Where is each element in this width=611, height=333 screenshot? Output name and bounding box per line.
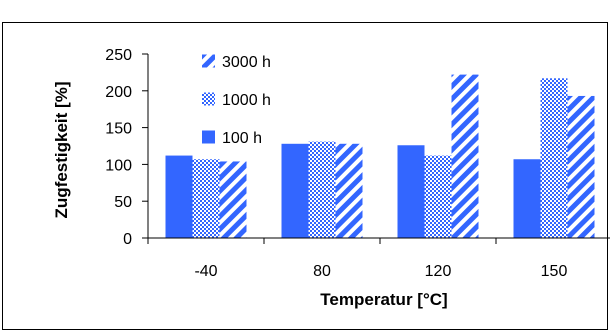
legend-swatch-diagonal: [202, 54, 215, 68]
legend-swatch-solid: [202, 130, 215, 144]
bar-diagonal-80: [335, 143, 363, 238]
y-tick-label: 150: [105, 121, 132, 138]
bar-solid-150: [513, 159, 541, 238]
x-tick-label: 80: [313, 263, 331, 280]
legend: 3000 h 1000 h 100 h: [202, 54, 271, 147]
legend-swatch-dots: [202, 92, 215, 106]
x-axis-title: Temperatur [°C]: [320, 290, 447, 309]
legend-label: 100 h: [222, 130, 262, 147]
y-tick-label: 200: [105, 84, 132, 101]
bar-diagonal-120: [451, 74, 479, 238]
bar-dots-80: [308, 141, 336, 238]
x-tick-label: -40: [194, 263, 217, 280]
bars-group: [165, 74, 595, 239]
bar-solid-120: [397, 145, 425, 238]
bar-solid-80: [281, 143, 309, 238]
legend-label: 1000 h: [222, 92, 271, 109]
legend-label: 3000 h: [222, 54, 271, 71]
bar-dots-120: [424, 155, 452, 238]
bar-diagonal--40: [219, 161, 247, 238]
y-tick-label: 250: [105, 47, 132, 64]
y-tick-label: 50: [114, 194, 132, 211]
y-tick-label: 100: [105, 157, 132, 174]
bar-diagonal-150: [567, 95, 595, 239]
bar-dots--40: [192, 159, 220, 238]
axes-group: -40 80 120 150 0 50 100 150 200 250: [105, 47, 610, 280]
x-tick-label: 120: [425, 263, 452, 280]
bar-dots-150: [540, 78, 568, 239]
y-axis-title: Zugfestigkeit [%]: [52, 82, 71, 219]
x-tick-label: 150: [541, 263, 568, 280]
chart-frame: [2, 22, 608, 330]
bar-solid--40: [165, 155, 193, 238]
y-tick-label: 0: [123, 231, 132, 248]
